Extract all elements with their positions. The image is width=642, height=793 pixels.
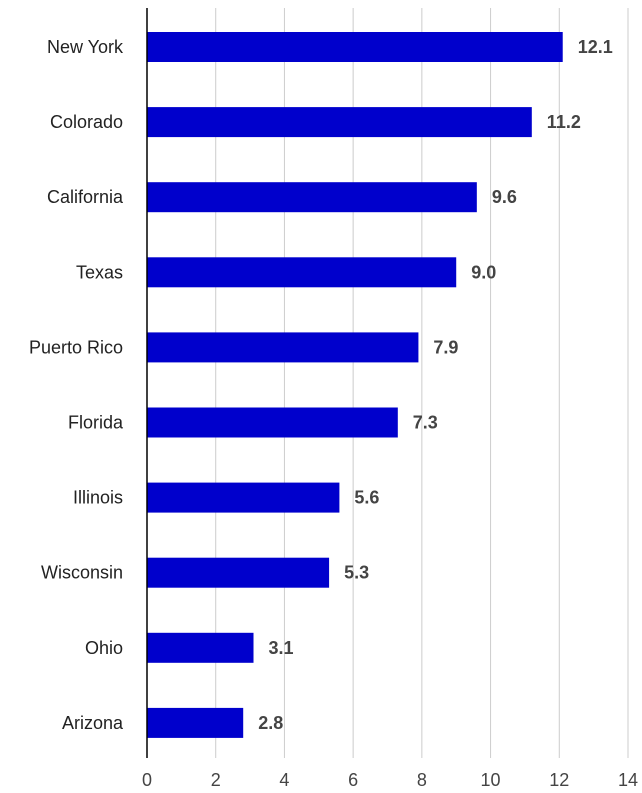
x-tick-label: 4 (279, 770, 289, 790)
x-tick-label: 2 (211, 770, 221, 790)
x-tick-label: 14 (618, 770, 638, 790)
bars (147, 32, 563, 738)
category-label: Ohio (85, 638, 123, 658)
bar (147, 407, 398, 438)
x-tick-label: 12 (549, 770, 569, 790)
category-label: Arizona (62, 713, 124, 733)
category-label: California (47, 187, 124, 207)
x-tick-label: 6 (348, 770, 358, 790)
bar (147, 707, 244, 738)
bar (147, 332, 419, 363)
value-label: 7.9 (433, 337, 458, 357)
x-tick-label: 10 (481, 770, 501, 790)
bar (147, 32, 563, 62)
bar (147, 182, 477, 213)
value-label: 9.0 (471, 262, 496, 282)
value-label: 2.8 (258, 713, 283, 733)
value-label: 5.3 (344, 563, 369, 583)
x-tick-labels: 0 2 4 6 8 10 12 14 (142, 770, 638, 790)
value-label: 12.1 (578, 37, 613, 57)
category-label: Texas (76, 262, 123, 282)
value-label: 7.3 (413, 413, 438, 433)
bar (147, 557, 330, 588)
bar (147, 107, 532, 138)
bar (147, 632, 254, 663)
category-label: Colorado (50, 112, 123, 132)
category-label: New York (47, 37, 124, 57)
x-tick-label: 8 (417, 770, 427, 790)
category-label: Florida (68, 413, 124, 433)
value-label: 9.6 (492, 187, 517, 207)
value-label: 5.6 (354, 488, 379, 508)
category-label: Puerto Rico (29, 337, 123, 357)
x-tick-label: 0 (142, 770, 152, 790)
bar (147, 482, 340, 513)
value-label: 11.2 (547, 112, 581, 132)
category-label: Wisconsin (41, 563, 123, 583)
category-labels: New York Colorado California Texas Puerto Ri… (29, 37, 124, 733)
category-label: Illinois (73, 488, 123, 508)
bar (147, 257, 457, 288)
value-labels: 12.1 11.2 9.6 9.0 7.9 7.3 5.6 5.3 3.1 2.8 (258, 37, 613, 733)
value-label: 3.1 (269, 638, 294, 658)
